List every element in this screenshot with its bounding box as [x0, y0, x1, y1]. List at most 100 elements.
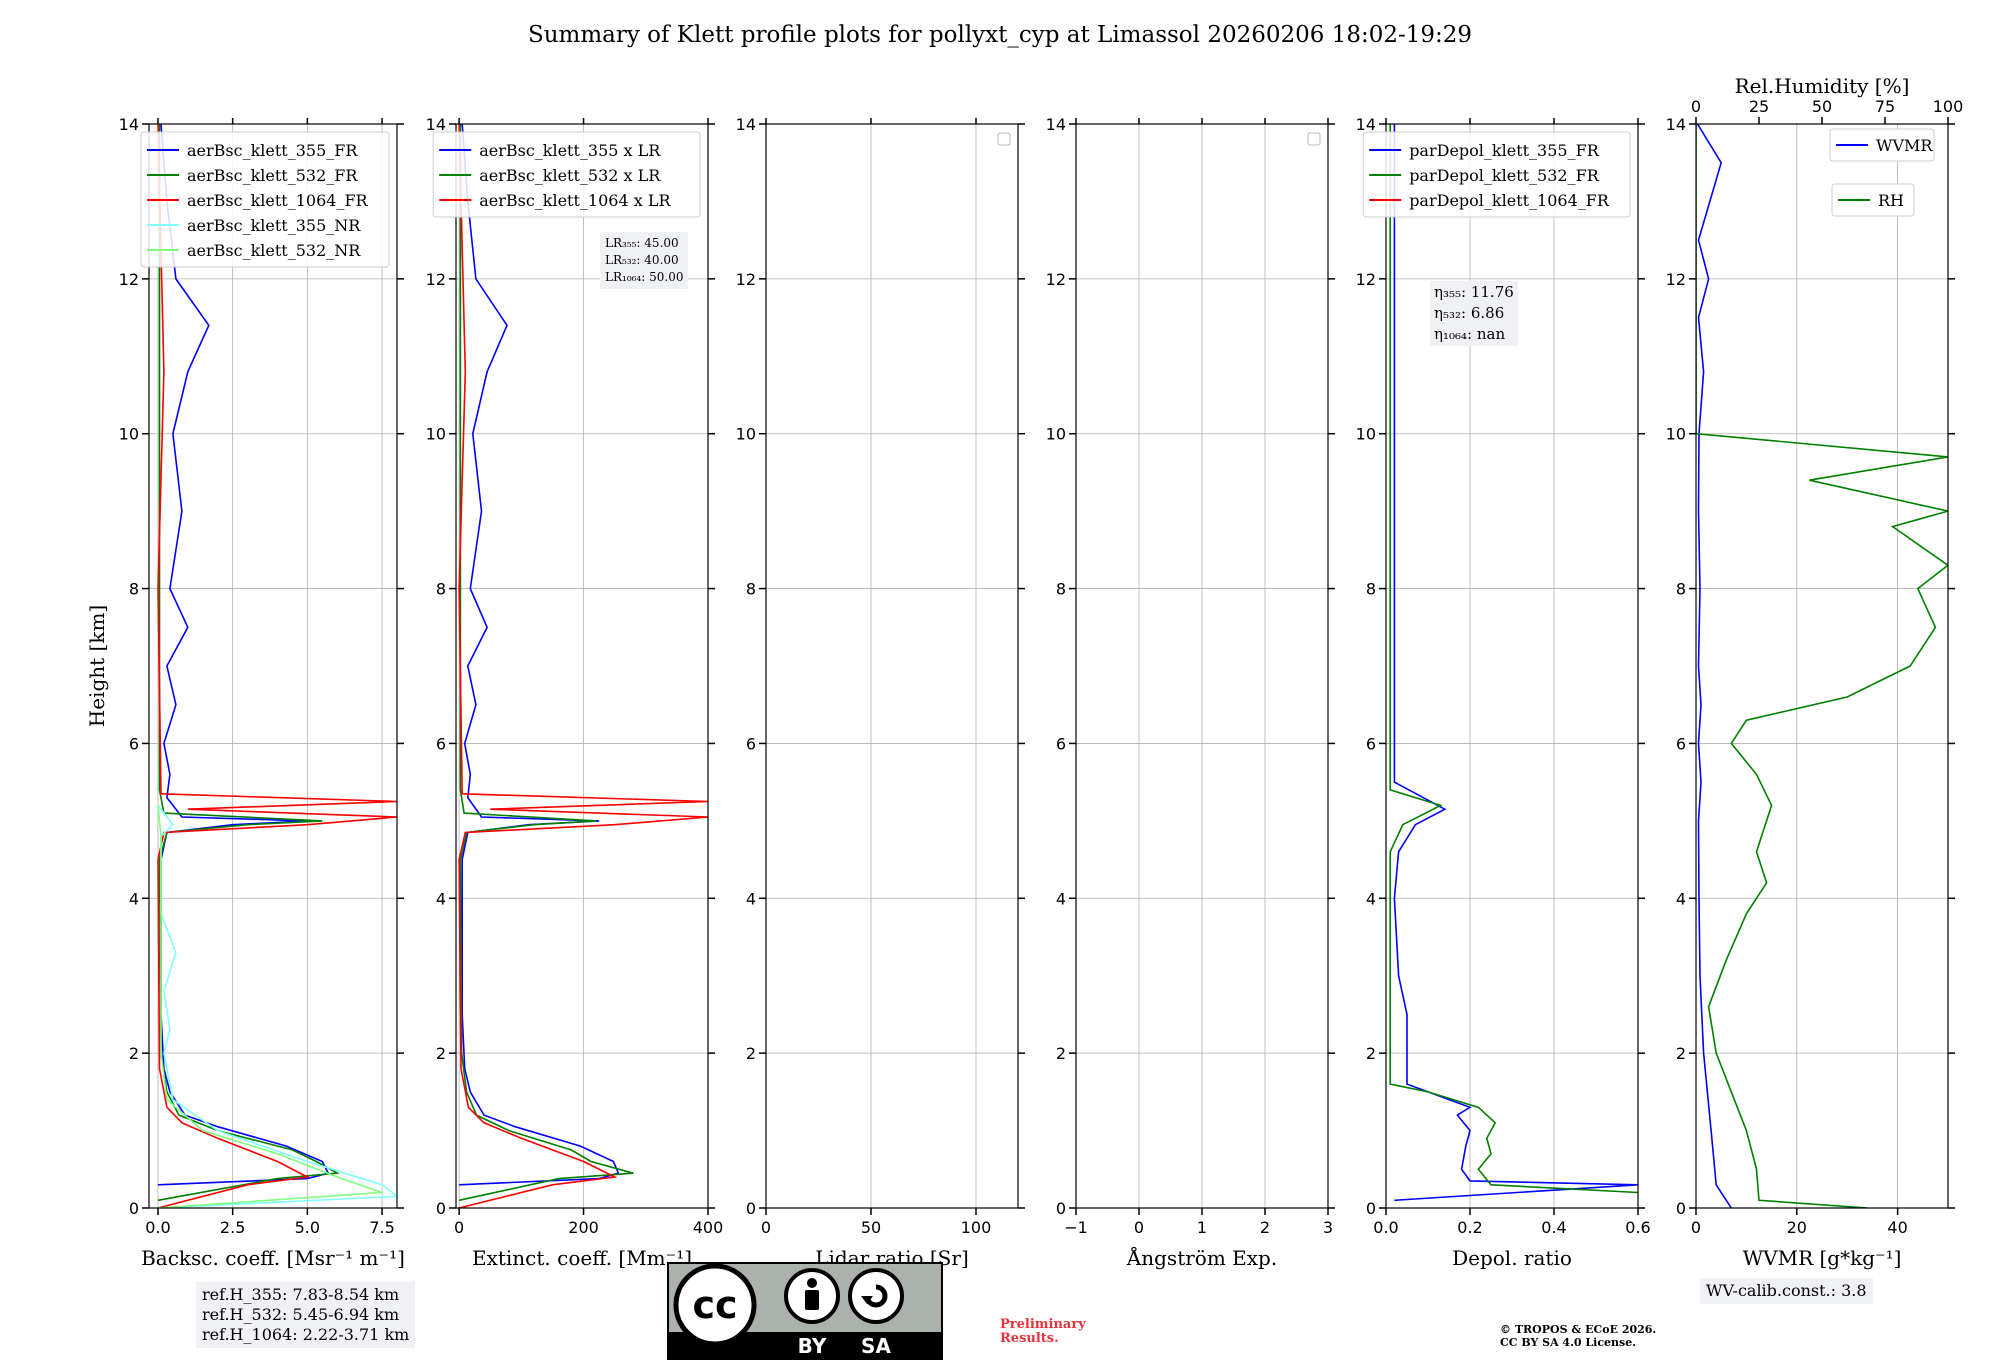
x-axis-label: Depol. ratio — [1452, 1246, 1572, 1270]
ytick-label: 2 — [436, 1044, 446, 1063]
ytick-label: 10 — [119, 425, 139, 444]
ytick-label: 14 — [1356, 115, 1376, 134]
x-axis-label: WVMR [g*kg⁻¹] — [1743, 1246, 1902, 1270]
ytick-label: 8 — [436, 580, 446, 599]
preliminary-note: Preliminary Results. — [1000, 1318, 1086, 1346]
ytick-label: 4 — [1056, 889, 1066, 908]
ytick-label: 2 — [746, 1044, 756, 1063]
legend-label: parDepol_klett_1064_FR — [1409, 191, 1610, 210]
series-line-aerBsc_klett_532 x LR — [458, 124, 634, 1202]
xtick-label: 400 — [693, 1218, 724, 1237]
ytick-label: 12 — [1666, 270, 1686, 289]
ytick-label: 0 — [1056, 1199, 1066, 1218]
legend-box — [1831, 183, 1915, 217]
lr-355: LR₃₅₅: 45.00 — [605, 236, 679, 250]
ytick-label: 4 — [436, 889, 446, 908]
ytick-label: 12 — [1356, 270, 1376, 289]
ytick-label: 2 — [1676, 1044, 1686, 1063]
panel-wvmr: 0 2 4 6 8 10 12 14 0 20 40 0 25 50 75 100 Rel.Humidity [… — [1666, 74, 1964, 1270]
legend-box — [140, 131, 390, 268]
ref-h-532: ref.H_532: 5.45-6.94 km — [202, 1305, 400, 1324]
ytick-label: 6 — [1056, 734, 1066, 753]
xtick-label: 0 — [454, 1218, 464, 1237]
eta-355: η₃₅₅: 11.76 — [1434, 283, 1514, 301]
legend-wvmr: WVMR — [1829, 128, 1935, 162]
figure-title: Summary of Klett profile plots for polly… — [527, 22, 1473, 48]
xtick-label: 5.0 — [295, 1218, 320, 1237]
series-line-aerBsc_klett_1064_FR — [157, 124, 397, 1208]
legend-label: aerBsc_klett_532 x LR — [479, 166, 661, 185]
ytick-label: 0 — [1366, 1199, 1376, 1218]
legend-box — [432, 131, 701, 218]
series-line-WVMR — [1696, 124, 1732, 1208]
ytick-label: 10 — [426, 425, 446, 444]
ytick-label: 4 — [746, 889, 756, 908]
x-axis-label: Backsc. coeff. [Msr⁻¹ m⁻¹] — [141, 1246, 405, 1270]
legend-label: parDepol_klett_355_FR — [1409, 141, 1600, 160]
xtick-label: 0 — [761, 1218, 771, 1237]
ytick-label: 0 — [746, 1199, 756, 1218]
panel-depol: 0 2 4 6 8 10 12 14 0.0 0.2 0.4 0.6 Depol. ratio parDe… — [1356, 115, 1651, 1270]
ytick-label: 10 — [736, 425, 756, 444]
copyright-line-1: © TROPOS & ECoE 2026. — [1500, 1323, 1657, 1336]
xtick-label: 7.5 — [369, 1218, 394, 1237]
ytick-label: 12 — [736, 270, 756, 289]
x2tick-label: 25 — [1749, 97, 1769, 116]
copyright-note: © TROPOS & ECoE 2026. CC BY SA 4.0 Licen… — [1500, 1323, 1656, 1349]
preliminary-line-2: Results. — [1000, 1331, 1059, 1346]
ytick-label: 10 — [1046, 425, 1066, 444]
ytick-label: 14 — [426, 115, 446, 134]
xtick-label: 100 — [961, 1218, 992, 1237]
xtick-label: 0.0 — [1373, 1218, 1398, 1237]
series-line-parDepol_klett_532_FR — [1389, 124, 1638, 1194]
ytick-label: 0 — [129, 1199, 139, 1218]
eta-1064: η₁₀₆₄: nan — [1434, 325, 1506, 343]
xtick-label: 200 — [568, 1218, 599, 1237]
series-line-aerBsc_klett_1064 x LR — [458, 124, 708, 1208]
series-line-aerBsc_klett_355_FR — [157, 124, 330, 1186]
cc-by-sa-badge[interactable]: cc BY SA — [667, 1262, 943, 1360]
axes-frame — [765, 123, 1019, 1209]
xtick-label: 0 — [1691, 1218, 1701, 1237]
ytick-label: 14 — [1046, 115, 1066, 134]
x2tick-label: 50 — [1812, 97, 1832, 116]
legend-label: aerBsc_klett_355_FR — [187, 141, 358, 160]
legend-backscatter: aerBsc_klett_355_FR aerBsc_klett_532_FRae… — [140, 131, 390, 268]
ytick-label: 8 — [1366, 580, 1376, 599]
xtick-label: 0.6 — [1625, 1218, 1650, 1237]
xtick-label: 20 — [1787, 1218, 1807, 1237]
ytick-label: 6 — [1676, 734, 1686, 753]
ytick-label: 2 — [1056, 1044, 1066, 1063]
xtick-label: 0.2 — [1457, 1218, 1482, 1237]
xtick-label: 3 — [1323, 1218, 1333, 1237]
copyright-line-2: CC BY SA 4.0 License. — [1500, 1336, 1637, 1349]
ytick-label: 8 — [1056, 580, 1066, 599]
wv-calib-box: WV-calib.const.: 3.8 — [1700, 1278, 1873, 1304]
series-line-RH — [1696, 124, 1948, 1208]
xtick-label: 50 — [861, 1218, 881, 1237]
axes-frame — [1385, 123, 1639, 1209]
ytick-label: 10 — [1666, 425, 1686, 444]
preliminary-line-1: Preliminary — [1000, 1317, 1086, 1332]
ytick-label: 14 — [736, 115, 756, 134]
ytick-label: 6 — [436, 734, 446, 753]
xtick-label: 0 — [1134, 1218, 1144, 1237]
y-axis-label: Height [km] — [85, 605, 109, 727]
eta-532: η₅₃₂: 6.86 — [1434, 304, 1505, 322]
ytick-label: 4 — [1366, 889, 1376, 908]
legend-label: aerBsc_klett_1064 x LR — [479, 191, 671, 210]
ytick-label: 4 — [1676, 889, 1686, 908]
legend-label: RH — [1878, 191, 1904, 210]
xtick-label: 0.0 — [145, 1218, 170, 1237]
x2tick-label: 0 — [1691, 97, 1701, 116]
ytick-label: 14 — [1666, 115, 1686, 134]
xtick-label: 0.4 — [1541, 1218, 1566, 1237]
legend-label: aerBsc_klett_1064_FR — [187, 191, 369, 210]
ref-h-1064: ref.H_1064: 2.22-3.71 km — [202, 1325, 410, 1344]
series-line-aerBsc_klett_532_NR — [157, 805, 383, 1208]
legend-depol: parDepol_klett_355_FR parDepol_klett_532_… — [1362, 131, 1631, 218]
